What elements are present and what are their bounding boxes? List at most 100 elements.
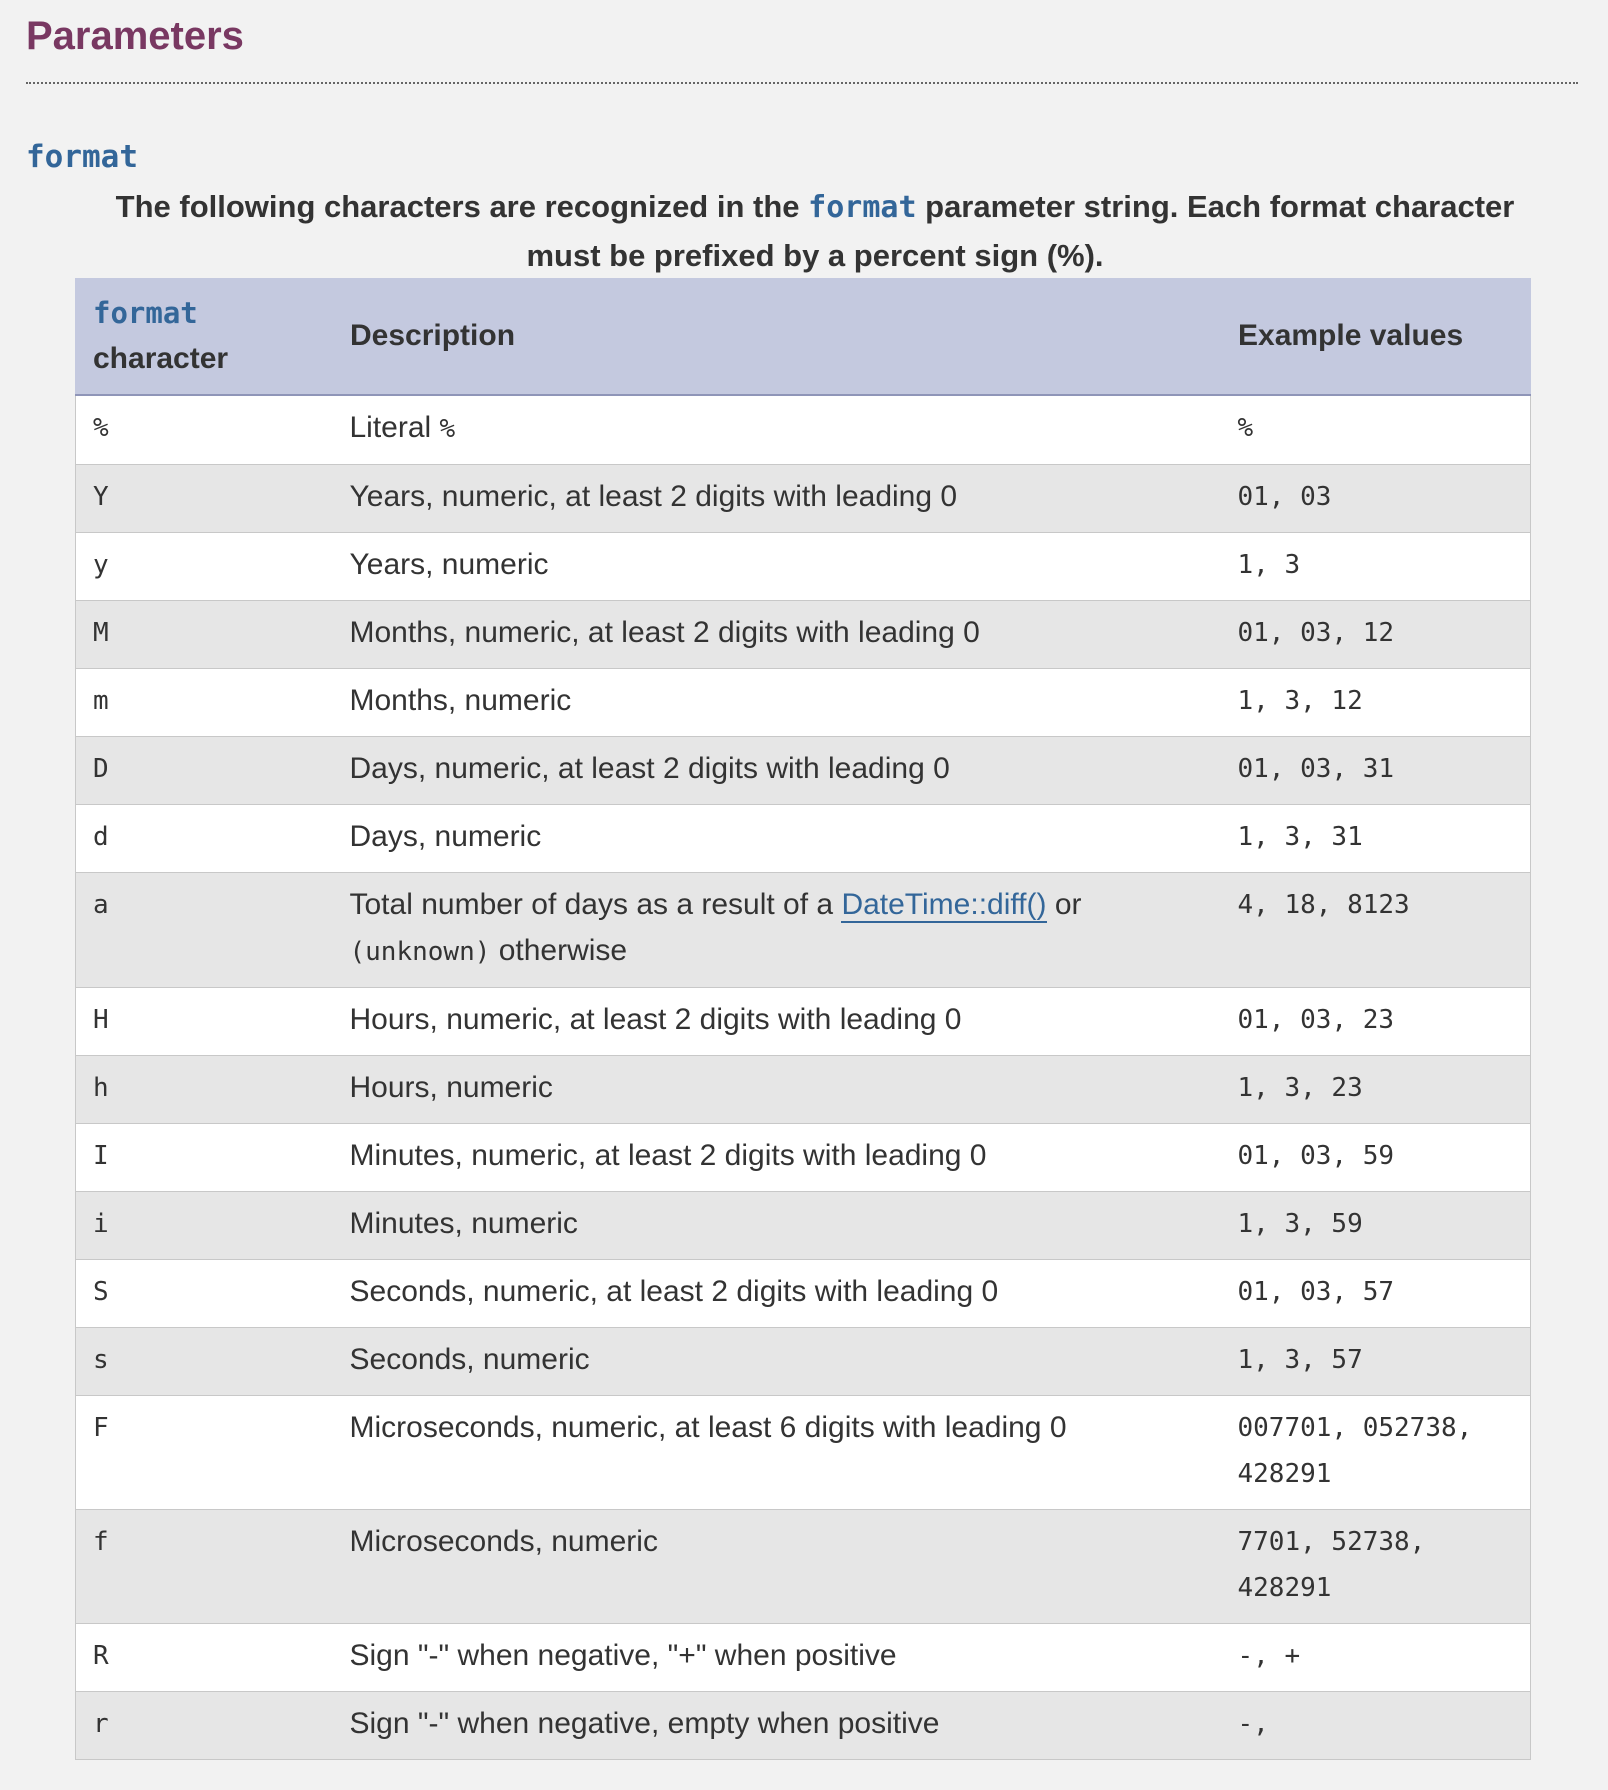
description-text: Seconds, numeric [349, 1343, 590, 1376]
description-text: Seconds, numeric, at least 2 digits with… [349, 1275, 999, 1308]
description-cell: Years, numeric [332, 532, 1221, 601]
example-values-cell: 01, 03, 57 [1220, 1259, 1531, 1328]
example-values-cell: 1, 3, 59 [1220, 1191, 1531, 1260]
format-character-cell: s [75, 1327, 333, 1396]
description-cell: Months, numeric [332, 668, 1221, 737]
example-values-cell: % [1220, 394, 1531, 465]
header-format-character: format character [75, 278, 333, 396]
description-cell: Minutes, numeric [332, 1191, 1221, 1260]
description-cell: Months, numeric, at least 2 digits with … [332, 600, 1221, 669]
format-character-cell: r [75, 1691, 333, 1760]
description-text: Months, numeric [349, 684, 572, 717]
example-values-cell: -, + [1220, 1623, 1531, 1692]
table-row: y Years, numeric 1, 3 [75, 532, 1531, 601]
table-row: R Sign "-" when negative, "+" when positi… [75, 1623, 1531, 1692]
table-row: I Minutes, numeric, at least 2 digits wit… [75, 1123, 1531, 1192]
description-text: or [1046, 888, 1082, 921]
description-text: Hours, numeric, at least 2 digits with l… [349, 1003, 962, 1036]
format-character-cell: y [75, 532, 333, 601]
example-values-cell: 01, 03 [1220, 464, 1531, 533]
description-cell: Sign "-" when negative, empty when posit… [332, 1691, 1221, 1760]
example-values-cell: 1, 3, 57 [1220, 1327, 1531, 1396]
description-cell: Years, numeric, at least 2 digits with l… [332, 464, 1221, 533]
format-character-cell: D [75, 736, 333, 805]
description-cell: Seconds, numeric [332, 1327, 1221, 1396]
format-character-cell: i [75, 1191, 333, 1260]
format-character-cell: R [75, 1623, 333, 1692]
intro-format-code: format [808, 190, 917, 225]
table-row: S Seconds, numeric, at least 2 digits wit… [75, 1259, 1531, 1328]
example-values-cell: 7701, 52738, 428291 [1220, 1509, 1531, 1624]
description-text: Minutes, numeric, at least 2 digits with… [349, 1139, 987, 1172]
inline-code: % [439, 414, 456, 444]
description-text: Microseconds, numeric, at least 6 digits… [349, 1411, 1067, 1444]
example-values-cell: -, [1220, 1691, 1531, 1760]
description-text: Years, numeric, at least 2 digits with l… [349, 480, 958, 513]
description-text: Months, numeric, at least 2 digits with … [349, 616, 980, 649]
description-text: Minutes, numeric [349, 1207, 578, 1240]
format-character-cell: f [75, 1509, 333, 1624]
example-values-cell: 1, 3, 31 [1220, 804, 1531, 873]
parameter-description: The following characters are recognized … [75, 183, 1555, 280]
table-row: % Literal %% [75, 394, 1531, 465]
description-text: otherwise [490, 934, 628, 967]
example-values-cell: 1, 3, 23 [1220, 1055, 1531, 1124]
example-values-cell: 1, 3 [1220, 532, 1531, 601]
header-row: format character Description Example val… [75, 278, 1531, 396]
description-text: Hours, numeric [349, 1071, 553, 1104]
header-example-values: Example values [1220, 278, 1531, 396]
description-text: Days, numeric, at least 2 digits with le… [349, 752, 950, 785]
example-values-cell: 01, 03, 23 [1220, 987, 1531, 1056]
table-row: Y Years, numeric, at least 2 digits with … [75, 464, 1531, 533]
table-row: f Microseconds, numeric 7701, 52738, 42829… [75, 1509, 1531, 1624]
parameter-name: format [26, 139, 138, 175]
header-description: Description [332, 278, 1221, 396]
header-character-label: character [93, 342, 229, 375]
example-values-cell: 01, 03, 12 [1220, 600, 1531, 669]
description-cell: Microseconds, numeric [332, 1509, 1221, 1624]
format-character-cell: F [75, 1395, 333, 1510]
description-text: Sign "-" when negative, empty when posit… [349, 1707, 940, 1740]
description-text: Sign "-" when negative, "+" when positiv… [349, 1639, 897, 1672]
description-cell: Minutes, numeric, at least 2 digits with… [332, 1123, 1221, 1192]
description-text: Total number of days as a result of a [349, 888, 842, 921]
format-character-cell: M [75, 600, 333, 669]
table-row: d Days, numeric 1, 3, 31 [75, 804, 1531, 873]
table-row: D Days, numeric, at least 2 digits with l… [75, 736, 1531, 805]
table-row: h Hours, numeric 1, 3, 23 [75, 1055, 1531, 1124]
format-character-cell: d [75, 804, 333, 873]
table-body: % Literal %% Y Years, numeric, at least 2 d… [75, 394, 1531, 1760]
format-characters-table: format character Description Example val… [75, 278, 1531, 1760]
description-cell: Total number of days as a result of a Da… [332, 872, 1221, 988]
intro-text-after: parameter string. Each format character … [526, 189, 1515, 273]
table-row: s Seconds, numeric 1, 3, 57 [75, 1327, 1531, 1396]
inline-code: (unknown) [349, 937, 491, 967]
description-text: Literal [349, 411, 440, 444]
description-cell: Literal % [332, 394, 1221, 465]
description-cell: Days, numeric [332, 804, 1221, 873]
intro-text-before: The following characters are recognized … [115, 189, 809, 224]
example-values-cell: 4, 18, 8123 [1220, 872, 1531, 988]
example-values-cell: 01, 03, 59 [1220, 1123, 1531, 1192]
description-cell: Seconds, numeric, at least 2 digits with… [332, 1259, 1221, 1328]
format-character-cell: H [75, 987, 333, 1056]
section-heading: Parameters [26, 14, 244, 58]
format-character-cell: Y [75, 464, 333, 533]
description-text: Microseconds, numeric [349, 1525, 658, 1558]
header-format-code: format [93, 296, 198, 330]
description-cell: Hours, numeric, at least 2 digits with l… [332, 987, 1221, 1056]
datetime-diff-link[interactable]: DateTime::diff() [841, 888, 1047, 923]
table-row: m Months, numeric 1, 3, 12 [75, 668, 1531, 737]
format-character-cell: a [75, 872, 333, 988]
format-character-cell: h [75, 1055, 333, 1124]
description-cell: Sign "-" when negative, "+" when positiv… [332, 1623, 1221, 1692]
format-character-cell: I [75, 1123, 333, 1192]
format-character-cell: S [75, 1259, 333, 1328]
table-header: format character Description Example val… [75, 278, 1531, 396]
description-cell: Days, numeric, at least 2 digits with le… [332, 736, 1221, 805]
table-row: M Months, numeric, at least 2 digits with… [75, 600, 1531, 669]
example-values-cell: 01, 03, 31 [1220, 736, 1531, 805]
description-text: Days, numeric [349, 820, 542, 853]
example-values-cell: 1, 3, 12 [1220, 668, 1531, 737]
